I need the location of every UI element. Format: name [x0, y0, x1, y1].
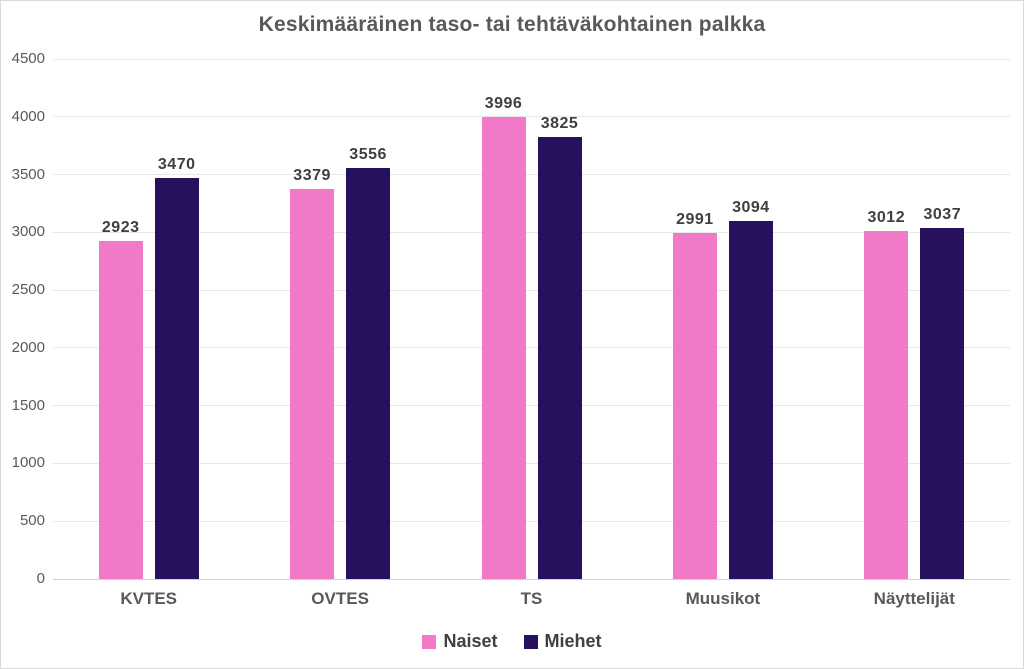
y-tick-label-1000: 1000	[11, 454, 45, 472]
data-label-naiset-ts: 3996	[484, 95, 523, 113]
y-tick-label-500: 500	[19, 512, 45, 530]
legend-item-naiset: Naiset	[422, 631, 498, 652]
gridline-500	[53, 520, 1010, 522]
x-category-label-ovtes: OVTES	[311, 589, 369, 608]
y-tick-label-4000: 4000	[11, 107, 45, 125]
chart-title: Keskimääräinen taso- tai tehtäväkohtaine…	[258, 13, 766, 36]
bar-miehet-kvtes	[154, 178, 199, 579]
bar-naiset-muusikot	[672, 233, 717, 579]
legend-swatch-miehet	[523, 634, 538, 649]
bar-miehet-muusikot	[728, 221, 773, 579]
y-tick-label-3000: 3000	[11, 223, 45, 241]
legend-item-miehet: Miehet	[523, 631, 602, 652]
y-tick-label-2500: 2500	[11, 281, 45, 299]
bar-naiset-kvtes	[98, 241, 143, 579]
legend-label-naiset: Naiset	[443, 631, 498, 651]
x-category-label-kvtes: KVTES	[120, 589, 178, 608]
bar-miehet-ts	[537, 137, 582, 579]
data-label-naiset-kvtes: 2923	[101, 219, 140, 237]
gridline-3000	[53, 231, 1010, 233]
data-label-naiset-näyttelijät: 3012	[867, 208, 906, 226]
data-label-naiset-muusikot: 2991	[676, 211, 714, 229]
x-category-label-ts: TS	[520, 589, 543, 608]
bar-naiset-näyttelijät	[864, 230, 909, 579]
y-tick-label-3500: 3500	[11, 165, 45, 183]
gridline-0	[53, 578, 1010, 580]
data-label-miehet-näyttelijät: 3037	[923, 206, 962, 224]
bar-miehet-näyttelijät	[920, 228, 965, 579]
y-tick-label-0: 0	[36, 570, 45, 587]
y-tick-label-4500: 4500	[11, 50, 45, 67]
x-axis: KVTES OVTES TS Muusikot Näyttelijät	[53, 589, 1010, 615]
gridline-2500	[53, 289, 1010, 291]
gridline-2000	[53, 347, 1010, 349]
y-axis: 0 500 1000 1500 2000 2500 3000 3500 4000 4500	[1, 50, 45, 587]
gridline-4000	[53, 116, 1010, 118]
data-label-miehet-ovtes: 3556	[349, 146, 387, 164]
bar-naiset-ovtes	[290, 188, 335, 579]
legend-label-miehet: Miehet	[544, 631, 602, 651]
gridline-3500	[53, 174, 1010, 176]
y-tick-label-2000: 2000	[11, 338, 45, 356]
data-label-miehet-ts: 3825	[540, 115, 579, 132]
x-category-label-muusikot: Muusikot	[685, 589, 761, 608]
data-label-miehet-muusikot: 3094	[732, 199, 770, 217]
gridline-1000	[53, 462, 1010, 464]
gridline-4500	[53, 58, 1010, 60]
gridline-1500	[53, 405, 1010, 407]
legend: Naiset Miehet	[1, 631, 1023, 652]
y-tick-label-1500: 1500	[11, 396, 45, 414]
bar-miehet-ovtes	[346, 168, 391, 579]
legend-swatch-naiset	[422, 634, 437, 649]
bar-naiset-ts	[481, 117, 526, 579]
x-category-label-näyttelijät: Näyttelijät	[873, 589, 955, 608]
data-label-miehet-kvtes: 3470	[157, 156, 196, 174]
plot-area: 2923 3470 3379 3556 3996 3825 2991 3094 3012 3037	[53, 58, 1010, 580]
data-label-naiset-ovtes: 3379	[293, 166, 331, 184]
